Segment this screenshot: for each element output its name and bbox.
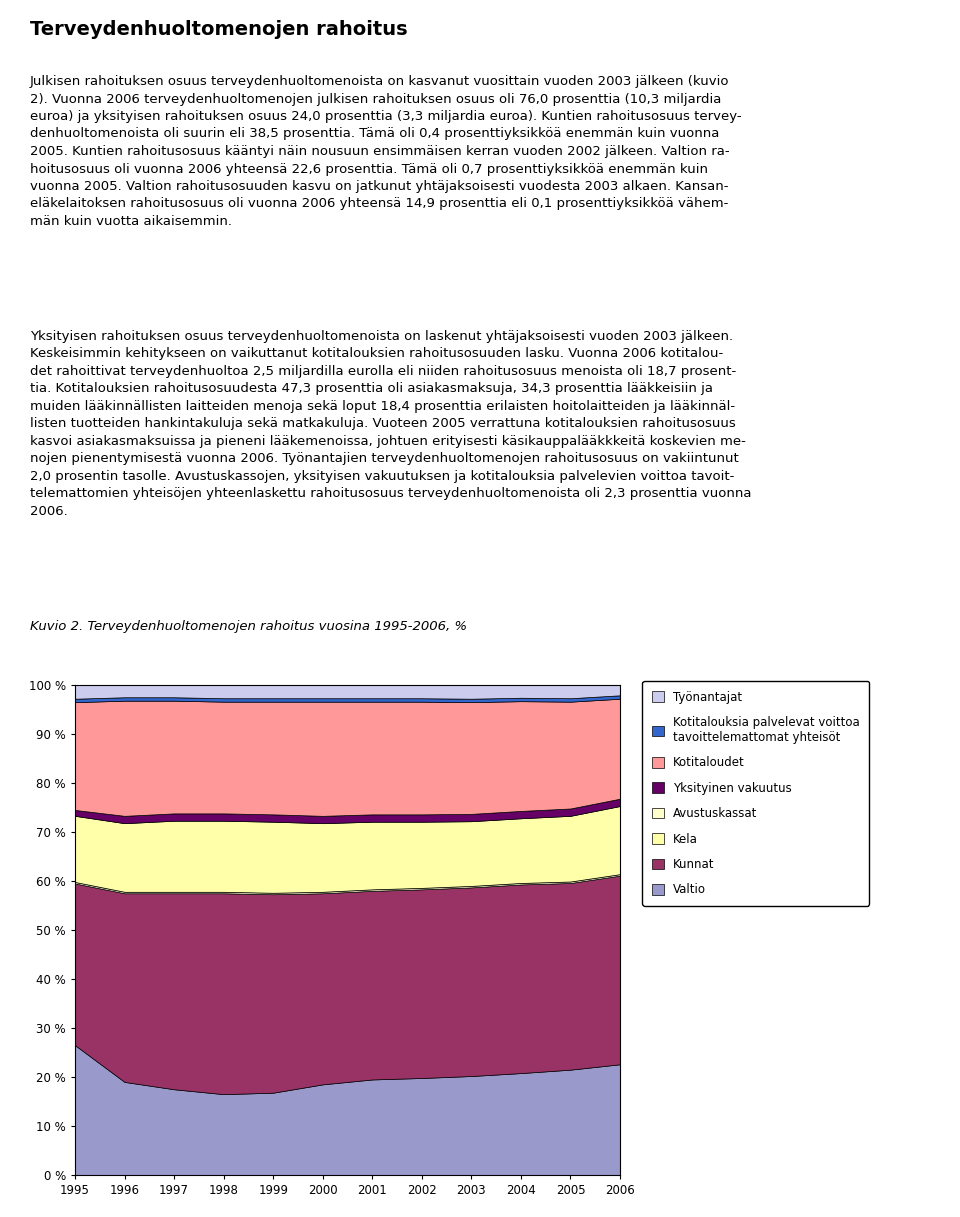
Text: Terveydenhuoltomenojen rahoitus: Terveydenhuoltomenojen rahoitus	[30, 19, 408, 39]
Legend: Työnantajat, Kotitalouksia palvelevat voittoa
tavoittelemattomat yhteisöt, Kotit: Työnantajat, Kotitalouksia palvelevat vo…	[642, 682, 869, 905]
Text: Yksityisen rahoituksen osuus terveydenhuoltomenoista on laskenut yhtäjaksoisesti: Yksityisen rahoituksen osuus terveydenhu…	[30, 330, 752, 518]
Text: Kuvio 2. Terveydenhuoltomenojen rahoitus vuosina 1995-2006, %: Kuvio 2. Terveydenhuoltomenojen rahoitus…	[30, 619, 468, 633]
Text: Julkisen rahoituksen osuus terveydenhuoltomenoista on kasvanut vuosittain vuoden: Julkisen rahoituksen osuus terveydenhuol…	[30, 75, 742, 228]
